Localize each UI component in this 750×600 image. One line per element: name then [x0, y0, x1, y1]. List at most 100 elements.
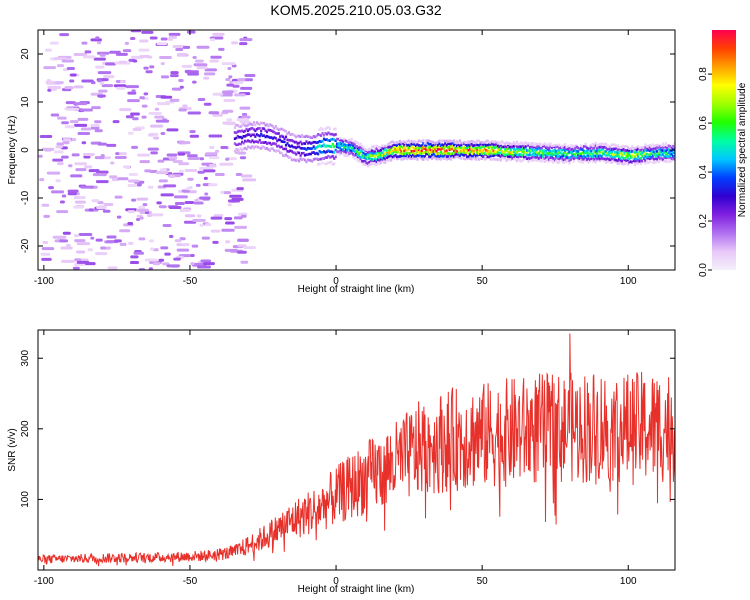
spectrogram-ridge-cell: [487, 150, 491, 153]
spectrogram-ridge-cell: [340, 144, 343, 148]
spectrogram-cell: [90, 236, 95, 240]
spectrogram-ridge-cell: [601, 157, 605, 160]
spectrogram-cell: [125, 115, 134, 119]
spectrogram-ridge-cell: [669, 160, 672, 163]
spectrogram-ridge-cell: [546, 151, 549, 155]
spectrogram-ridge-cell: [349, 152, 352, 155]
spectrogram-ridge-cell: [417, 151, 421, 154]
spectrogram-cell: [82, 152, 95, 156]
spectrogram-ridge-cell: [518, 144, 521, 148]
spectrogram-ridge-cell: [606, 157, 609, 160]
spectrogram-ridge-cell: [374, 147, 377, 151]
spectrogram-ridge-cell: [233, 149, 236, 153]
spectrogram-ridge-cell: [330, 145, 333, 149]
spectrogram-ridge-cell: [466, 157, 469, 160]
spectrogram-cell: [130, 112, 140, 116]
spectrogram-ridge-cell: [343, 137, 346, 141]
spectrogram-ridge-cell: [236, 130, 239, 133]
spectrogram-cell: [150, 247, 155, 251]
spectrogram-ridge-cell: [485, 140, 488, 143]
spectrogram-cell: [178, 108, 187, 112]
spectrogram-ridge-cell: [661, 146, 665, 149]
spectrogram-ridge-cell: [374, 151, 377, 155]
spectrogram-ridge-cell: [381, 156, 384, 160]
spectrogram-cell: [99, 53, 106, 57]
spectrogram-ridge-cell: [452, 139, 456, 143]
spectrogram-cell: [176, 248, 190, 252]
spectrogram-ridge-cell: [460, 149, 463, 153]
spectrogram-cell: [200, 259, 212, 263]
spectrogram-ridge-cell: [403, 140, 406, 144]
spectrogram-ridge-cell: [261, 134, 264, 138]
spectrogram-ridge-cell: [464, 143, 467, 146]
spectrogram-ridge-cell: [531, 155, 535, 159]
spectrogram-ridge-cell: [277, 138, 280, 142]
spectrogram-x-tick-label: -50: [183, 276, 198, 287]
spectrogram-ridge-cell: [264, 123, 267, 127]
spectrogram-ridge-cell: [544, 154, 548, 157]
spectrogram-ridge-cell: [473, 144, 476, 147]
spectrogram-ridge-cell: [604, 146, 608, 150]
spectrogram-ridge-cell: [533, 154, 536, 157]
spectrogram-ridge-cell: [300, 152, 304, 155]
spectrogram-ridge-cell: [327, 149, 330, 153]
spectrogram-ridge-cell: [395, 151, 399, 154]
spectrogram-ridge-cell: [308, 152, 311, 156]
spectrogram-cell: [210, 55, 222, 59]
spectrogram-ridge-cell: [433, 155, 437, 159]
spectrogram-cell: [168, 32, 181, 36]
spectrogram-cell: [52, 158, 64, 162]
spectrogram-ridge-cell: [362, 151, 365, 155]
spectrogram-ridge-cell: [302, 135, 305, 139]
spectrogram-ridge-cell: [452, 155, 456, 158]
spectrogram-ridge-cell: [235, 123, 238, 127]
spectrogram-ridge-cell: [509, 155, 513, 158]
spectrogram-ridge-cell: [518, 147, 521, 150]
spectrogram-ridge-cell: [474, 146, 478, 150]
spectrogram-cell: [68, 164, 73, 168]
spectrogram-ridge-cell: [461, 156, 464, 159]
spectrogram-ridge-cell: [296, 142, 299, 145]
spectrogram-ridge-cell: [419, 149, 422, 153]
spectrogram-ridge-cell: [318, 133, 321, 137]
spectrogram-ridge-cell: [360, 150, 364, 153]
spectrogram-ridge-cell: [429, 145, 432, 149]
spectrogram-ridge-cell: [606, 153, 609, 157]
spectrogram-ridge-cell: [461, 153, 464, 157]
spectrogram-ridge-cell: [464, 146, 467, 150]
spectrogram-cell: [208, 183, 218, 187]
spectrogram-cell: [241, 115, 251, 119]
spectrogram-ridge-cell: [474, 148, 478, 152]
spectrogram-cell: [191, 244, 199, 248]
spectrogram-ridge-cell: [653, 150, 656, 154]
spectrogram-ridge-cell: [286, 138, 289, 142]
spectrogram-cell: [164, 252, 171, 256]
snr-x-tick-label: -100: [34, 576, 54, 587]
spectrogram-ridge-cell: [467, 145, 470, 148]
spectrogram-ridge-cell: [385, 144, 388, 148]
spectrogram-ridge-cell: [454, 150, 457, 154]
spectrogram-cell: [232, 81, 244, 85]
spectrogram-cell: [198, 166, 213, 170]
spectrogram-ridge-cell: [374, 157, 377, 160]
spectrogram-cell: [170, 74, 179, 78]
spectrogram-ridge-cell: [547, 143, 551, 147]
spectrogram-ridge-cell: [483, 141, 486, 144]
spectrogram-ridge-cell: [552, 157, 555, 160]
spectrogram-ridge-cell: [514, 148, 517, 152]
spectrogram-ridge-cell: [429, 142, 432, 146]
spectrogram-ridge-cell: [555, 149, 558, 153]
spectrogram-ridge-cell: [454, 141, 457, 144]
spectrogram-ridge-cell: [441, 139, 444, 143]
spectrogram-cell: [145, 70, 153, 74]
spectrogram-ridge-cell: [356, 158, 359, 162]
spectrogram-ridge-cell: [352, 142, 355, 145]
spectrogram-ridge-cell: [618, 161, 621, 165]
spectrogram-ridge-cell: [287, 144, 291, 147]
spectrogram-ridge-cell: [464, 151, 467, 154]
spectrogram-ridge-cell: [330, 160, 333, 164]
spectrogram-ridge-cell: [387, 146, 390, 149]
spectrogram-ridge-cell: [536, 145, 539, 148]
spectrogram-cell: [118, 152, 127, 156]
spectrogram-ridge-cell: [283, 154, 286, 158]
